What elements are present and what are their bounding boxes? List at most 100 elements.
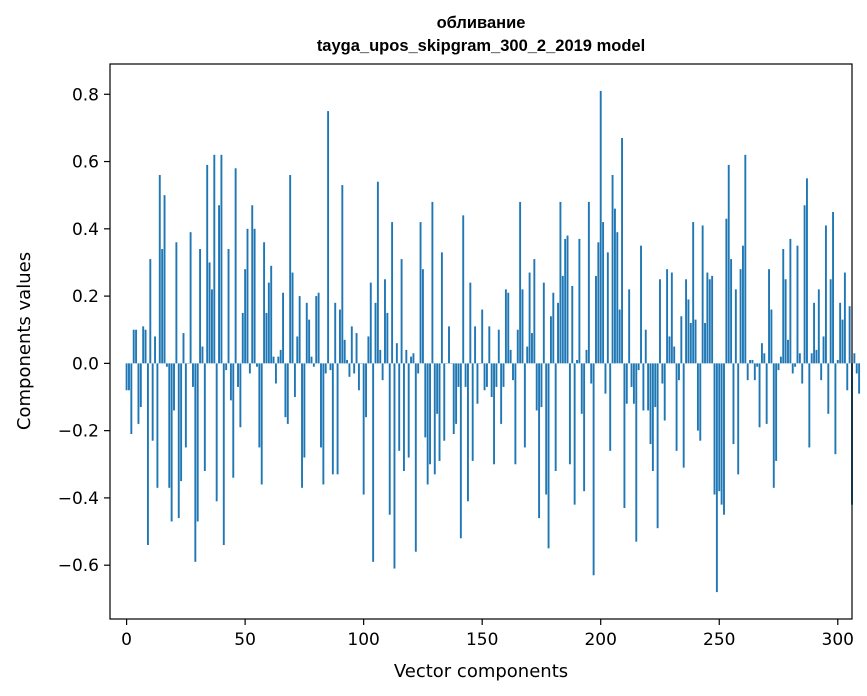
bar-128: [429, 363, 431, 465]
bar-96: [353, 363, 356, 374]
bar-255: [730, 259, 733, 364]
bar-291: [815, 349, 818, 364]
bar-269: [763, 353, 766, 364]
bar-68: [286, 363, 289, 424]
bar-151: [483, 363, 486, 391]
bar-103: [369, 282, 372, 364]
x-tick-label: 150: [466, 630, 498, 650]
bar-266: [756, 363, 759, 367]
bar-190: [576, 360, 578, 364]
bar-49: [241, 312, 244, 364]
bar-119: [407, 363, 410, 458]
bar-302: [841, 319, 844, 364]
bar-243: [701, 225, 704, 364]
bar-72: [296, 336, 299, 364]
bar-9: [146, 363, 149, 545]
bar-272: [770, 309, 773, 364]
bar-181: [554, 363, 557, 471]
bar-242: [699, 363, 702, 441]
bar-69: [289, 175, 292, 364]
bar-46: [234, 168, 237, 364]
bar-93: [346, 360, 349, 364]
bar-4: [135, 329, 138, 364]
bar-191: [578, 238, 581, 364]
bar-213: [630, 363, 633, 387]
bar-31: [199, 249, 202, 364]
bar-74: [301, 363, 303, 488]
bar-139: [455, 363, 458, 424]
bar-237: [687, 299, 690, 364]
bar-227: [663, 363, 666, 421]
bar-164: [514, 363, 517, 465]
bar-298: [832, 212, 834, 364]
bar-102: [367, 336, 370, 364]
bar-152: [485, 363, 488, 387]
bar-198: [595, 275, 597, 364]
y-tick-label: 0.2: [72, 287, 99, 307]
bar-226: [661, 363, 664, 384]
bar-104: [372, 363, 375, 562]
bar-92: [343, 339, 346, 364]
bar-251: [720, 363, 723, 505]
bar-206: [613, 208, 616, 364]
bar-28: [192, 363, 194, 387]
bar-115: [398, 363, 401, 451]
bar-231: [673, 346, 676, 364]
x-tick-label: 100: [347, 630, 379, 650]
bar-87: [331, 363, 334, 475]
y-tick-label: 0.4: [72, 220, 99, 240]
bar-113: [393, 363, 396, 569]
bar-203: [606, 252, 609, 364]
bar-95: [350, 326, 353, 364]
bar-273: [772, 363, 775, 488]
bar-121: [412, 353, 415, 364]
bar-279: [787, 339, 789, 364]
bar-45: [232, 363, 235, 478]
bar-186: [566, 235, 569, 364]
x-tick-label: 300: [822, 630, 854, 650]
x-axis-ticks: 0 50 100 150 200 250 300: [121, 619, 854, 650]
bar-260: [742, 245, 744, 364]
x-tick-label: 200: [584, 630, 616, 650]
bar-168: [523, 363, 526, 448]
bar-146: [471, 363, 474, 461]
bar-293: [820, 363, 823, 381]
bar-82: [320, 363, 322, 448]
bar-274: [775, 363, 778, 461]
bar-110: [386, 312, 389, 364]
bar-80: [315, 296, 318, 364]
bar-174: [538, 363, 541, 519]
bar-97: [355, 333, 358, 364]
bar-221: [649, 363, 652, 445]
bar-10: [149, 259, 152, 364]
bar-series: [125, 90, 861, 593]
bar-34: [206, 164, 209, 364]
bar-20: [173, 363, 175, 411]
bar-172: [533, 259, 536, 364]
bar-145: [469, 282, 472, 364]
bar-188: [571, 286, 574, 364]
bar-193: [583, 363, 586, 492]
bar-163: [512, 363, 514, 381]
bar-179: [549, 316, 552, 364]
bar-85: [327, 111, 330, 364]
bar-100: [362, 363, 365, 495]
bar-236: [685, 279, 688, 364]
bar-167: [521, 289, 524, 364]
bar-205: [611, 175, 614, 364]
bar-55: [256, 363, 258, 367]
bar-125: [421, 269, 424, 364]
bar-140: [457, 363, 460, 387]
bar-249: [715, 363, 718, 593]
bar-202: [604, 363, 607, 394]
bar-29: [194, 363, 197, 562]
bar-47: [237, 363, 239, 387]
bar-189: [573, 363, 576, 505]
chart-title-line-1: обливание: [437, 14, 526, 32]
bar-207: [616, 232, 619, 364]
bar-40: [220, 154, 223, 364]
bar-38: [215, 363, 218, 502]
bar-56: [258, 363, 261, 448]
bar-133: [440, 252, 443, 364]
bar-118: [405, 349, 408, 364]
